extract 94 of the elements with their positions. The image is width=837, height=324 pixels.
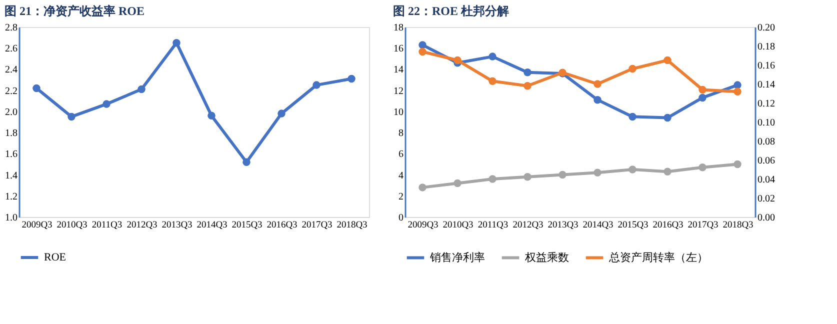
x-tick-label: 2010Q3 [442,220,474,230]
x-tick-label: 2012Q3 [512,220,544,230]
point [698,164,706,172]
point [418,184,426,192]
point [524,68,532,76]
point [348,74,356,83]
point [208,112,216,120]
y-tick-label: 14 [394,64,404,76]
legend-label: ROE [44,252,66,264]
y2-tick-label: 0.06 [758,156,775,166]
y-tick-label: 2 [398,191,404,202]
y-tick-label: 1.0 [5,212,18,224]
y-tick-label: 12 [394,86,404,97]
y-tick-label: 18 [394,22,404,34]
point [418,48,426,56]
x-tick-label: 2015Q3 [618,220,649,230]
point [628,112,636,121]
y-tick-label: 2.2 [5,86,18,97]
point [734,160,742,168]
x-tick-label: 2017Q3 [302,220,333,230]
x-tick-label: 2016Q3 [266,220,298,230]
point [628,166,636,174]
y-tick-label: 8 [398,128,404,140]
legend-label: 权益乘数 [524,250,569,264]
point [488,77,496,86]
point [242,158,250,166]
y2-tick-label: 0.16 [758,60,775,72]
x-tick-label: 2014Q3 [582,220,614,230]
x-tick-label: 2015Q3 [232,220,263,230]
x-tick-label: 2014Q3 [196,220,228,230]
x-tick-label: 2009Q3 [408,220,439,230]
y-tick-label: 6 [398,149,404,160]
point [734,81,742,89]
y2-tick-label: 0.04 [758,174,775,186]
point [172,38,180,47]
y-tick-label: 2.4 [5,64,18,76]
point [558,170,566,179]
y2-tick-label: 0.10 [758,118,775,128]
chart-title: 图 21：净资产收益率 ROE [4,4,145,18]
y2-tick-label: 0.00 [758,212,775,224]
point [278,110,286,118]
point [594,80,602,88]
point [628,64,636,73]
y2-tick-label: 0.12 [758,98,775,110]
legend-label: 销售净利率 [429,250,485,264]
x-tick-label: 2017Q3 [688,220,719,230]
point [138,85,146,94]
x-tick-label: 2012Q3 [126,220,158,230]
y2-tick-label: 0.14 [758,80,775,90]
point [454,56,462,64]
point [698,86,706,94]
y-tick-label: 0 [398,212,404,224]
x-tick-label: 2016Q3 [652,220,684,230]
y2-tick-label: 0.02 [758,194,775,204]
point [102,100,110,108]
point [698,94,706,102]
point [664,168,672,176]
point [312,81,320,89]
point [488,52,496,60]
point [488,175,496,183]
y-tick-label: 16 [394,44,404,55]
point [524,82,532,90]
y-tick-label: 1.6 [5,149,18,160]
x-tick-label: 2018Q3 [336,220,368,230]
x-tick-label: 2011Q3 [478,220,508,230]
point [454,179,462,188]
x-tick-label: 2013Q3 [548,220,579,230]
x-tick-label: 2011Q3 [92,220,122,230]
y-tick-label: 1.4 [5,170,18,182]
point [594,168,602,177]
legend-label: 总资产周转率（左） [608,250,708,264]
y-tick-label: 4 [398,170,404,182]
point [594,96,602,104]
point [664,114,672,122]
y-tick-label: 2.6 [5,44,18,55]
point [32,84,40,92]
x-tick-label: 2009Q3 [22,220,53,230]
point [524,173,532,181]
y-tick-label: 1.2 [5,191,18,202]
y-tick-label: 1.8 [5,128,18,140]
x-tick-label: 2013Q3 [162,220,193,230]
y-tick-label: 2.8 [5,22,18,34]
y2-tick-label: 0.18 [758,42,775,52]
y2-tick-label: 0.20 [758,22,775,34]
y-tick-label: 10 [394,106,404,118]
point [68,112,76,121]
chart-title: 图 22：ROE 杜邦分解 [393,4,510,18]
point [418,41,426,49]
x-tick-label: 2010Q3 [56,220,88,230]
point [734,88,742,96]
point [664,56,672,64]
y-tick-label: 2.0 [5,106,18,118]
y2-tick-label: 0.08 [758,136,775,148]
x-tick-label: 2018Q3 [722,220,754,230]
